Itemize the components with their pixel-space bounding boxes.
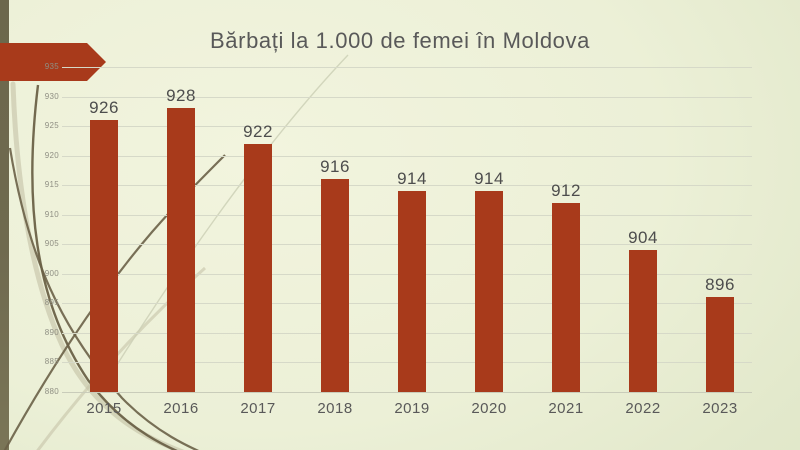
bar-value-label: 926 [89, 98, 119, 118]
y-tick-label: 900 [44, 268, 59, 278]
bar [706, 297, 734, 392]
bar [321, 179, 349, 392]
bar [90, 120, 118, 392]
bar-value-label: 928 [166, 86, 196, 106]
bar [398, 191, 426, 392]
gridline [62, 96, 752, 98]
y-tick-label: 930 [44, 91, 59, 101]
bar [629, 250, 657, 392]
y-tick-label: 905 [44, 239, 59, 249]
gridline [62, 392, 752, 393]
x-axis-label: 2022 [625, 400, 661, 417]
y-tick-label: 880 [44, 387, 59, 396]
x-axis-label: 2018 [317, 400, 353, 417]
red-arrow-banner-icon [0, 43, 106, 81]
y-tick-label: 885 [44, 357, 59, 367]
x-axis-label: 2021 [548, 400, 584, 417]
x-axis-label: 2023 [702, 400, 738, 417]
bar-value-label: 922 [243, 121, 273, 141]
gridline [62, 126, 752, 128]
gridline [62, 67, 752, 68]
bar-value-label: 904 [628, 228, 658, 248]
gridline [62, 185, 752, 187]
bar-value-label: 912 [551, 180, 581, 200]
y-tick-label: 895 [44, 298, 59, 308]
y-tick-label: 890 [44, 327, 59, 337]
x-axis-label: 2019 [394, 400, 430, 417]
x-axis-label: 2020 [471, 400, 507, 417]
bar-value-label: 914 [474, 169, 504, 189]
y-tick-label: 915 [44, 180, 59, 190]
bar-value-label: 896 [705, 275, 735, 295]
bar-value-label: 916 [320, 157, 350, 177]
bar-value-label: 914 [397, 169, 427, 189]
y-tick-label: 910 [44, 209, 59, 219]
y-tick-label: 920 [44, 150, 59, 160]
gridline [62, 155, 752, 157]
bar [552, 202, 580, 392]
y-tick-label: 935 [44, 62, 59, 71]
bar [167, 108, 195, 392]
bar [475, 191, 503, 392]
x-axis-label: 2016 [163, 400, 199, 417]
chart-title: Bărbați la 1.000 de femei în Moldova [210, 28, 590, 53]
y-tick-label: 925 [44, 121, 59, 131]
bar [244, 143, 272, 392]
x-axis-label: 2017 [240, 400, 276, 417]
x-axis-label: 2015 [86, 400, 122, 417]
